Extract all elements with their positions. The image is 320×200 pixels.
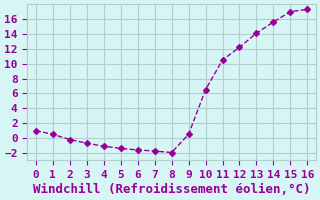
X-axis label: Windchill (Refroidissement éolien,°C): Windchill (Refroidissement éolien,°C)	[33, 183, 310, 196]
